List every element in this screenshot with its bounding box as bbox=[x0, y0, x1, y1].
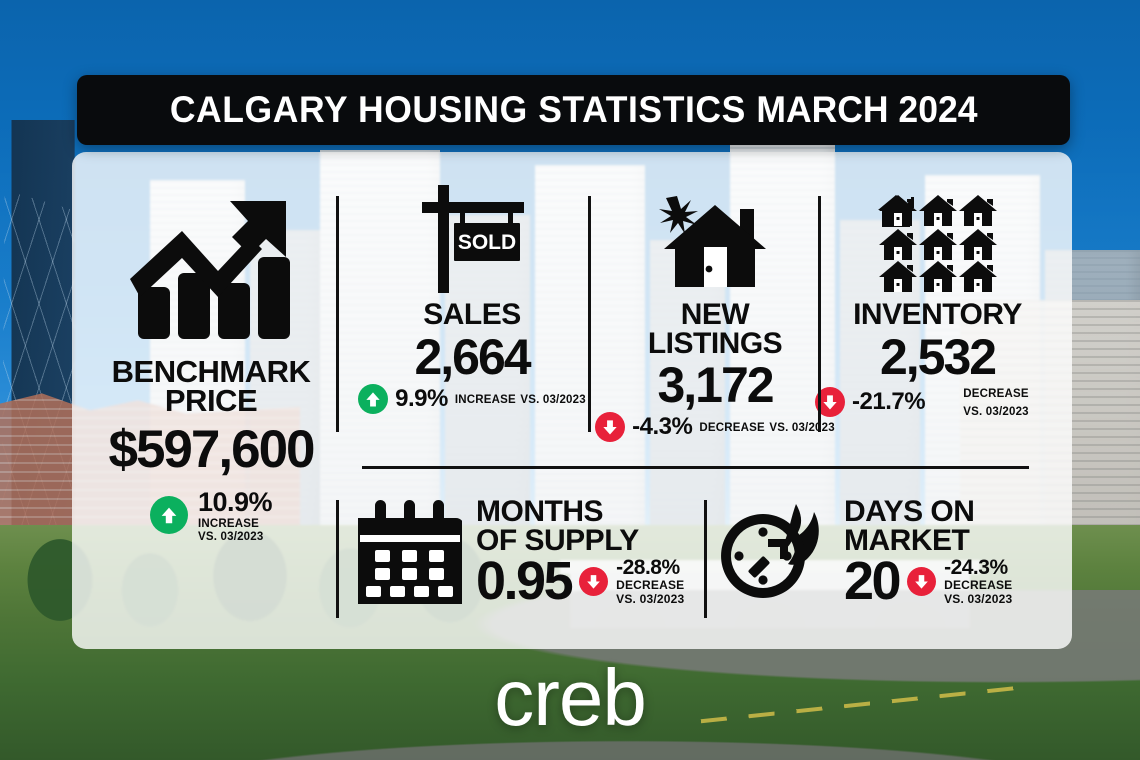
title-month: MARCH 2024 bbox=[756, 89, 978, 130]
arrow-up-icon bbox=[358, 383, 389, 414]
benchmark-change: 10.9% INCREASE VS. 03/2023 bbox=[85, 487, 337, 544]
divider-vertical-3 bbox=[818, 196, 821, 432]
dom-pct: -24.3% bbox=[944, 556, 1008, 580]
arrow-down-icon bbox=[907, 567, 937, 597]
creb-wordmark: creb bbox=[494, 653, 647, 742]
supply-value: 0.95 bbox=[476, 551, 574, 611]
sales-label: SALES bbox=[423, 298, 521, 331]
houses-grid-icon bbox=[815, 185, 1060, 293]
inventory-pct: -21.7% bbox=[852, 387, 926, 415]
supply-label-line2: OF SUPPLY bbox=[476, 523, 639, 557]
sales-pct: 9.9% bbox=[395, 384, 448, 412]
supply-value-row: 0.95 -28.8% DECREASE VS. 03/2023 bbox=[476, 551, 684, 611]
listings-pct: -4.3% bbox=[632, 413, 693, 440]
dom-text: DAYS ON MARKET 20 -24.3% DECREASE VS. 03… bbox=[844, 495, 1012, 611]
dom-label: DAYS ON MARKET bbox=[844, 495, 1012, 557]
benchmark-compare: VS. 03/2023 bbox=[197, 530, 264, 543]
title-bar: CALGARY HOUSING STATISTICS MARCH 2024 bbox=[77, 75, 1070, 145]
arrow-up-icon bbox=[149, 496, 188, 534]
stat-days-on-market: DAYS ON MARKET 20 -24.3% DECREASE VS. 03… bbox=[718, 495, 1012, 611]
listings-compare: VS. 03/2023 bbox=[769, 422, 835, 434]
inventory-change: -21.7% DECREASE VS. 03/2023 bbox=[815, 384, 1060, 420]
supply-text: MONTHS OF SUPPLY 0.95 -28.8% DECREASE VS… bbox=[476, 495, 684, 611]
dom-label-line1: DAYS ON bbox=[844, 495, 975, 528]
inventory-value: 2,532 bbox=[879, 328, 997, 385]
benchmark-label-line2: PRICE bbox=[164, 383, 258, 419]
benchmark-change-group: 10.9% INCREASE VS. 03/2023 bbox=[197, 486, 273, 544]
listings-label-line1: NEW bbox=[680, 298, 750, 331]
listings-label-line2: LISTINGS bbox=[647, 326, 783, 360]
dom-value: 20 bbox=[844, 551, 902, 611]
benchmark-value: $597,600 bbox=[108, 419, 315, 479]
sales-change: 9.9% INCREASE VS. 03/2023 bbox=[347, 383, 597, 414]
sales-change-words: INCREASE VS. 03/2023 bbox=[455, 390, 586, 408]
listings-label: NEW LISTINGS bbox=[590, 298, 840, 360]
supply-label-line1: MONTHS bbox=[476, 495, 604, 528]
clock-flame-icon bbox=[718, 500, 830, 604]
sales-compare: VS. 03/2023 bbox=[520, 393, 586, 406]
creb-logo: creb® bbox=[0, 658, 1140, 738]
title-main: CALGARY HOUSING STATISTICS bbox=[169, 89, 746, 130]
stat-months-of-supply: MONTHS OF SUPPLY 0.95 -28.8% DECREASE VS… bbox=[358, 495, 684, 611]
supply-change: -28.8% DECREASE VS. 03/2023 bbox=[616, 557, 684, 606]
supply-direction: DECREASE bbox=[616, 578, 685, 593]
sold-sign-text: SOLD bbox=[458, 231, 516, 254]
inventory-compare: VS. 03/2023 bbox=[963, 405, 1029, 418]
dom-value-row: 20 -24.3% DECREASE VS. 03/2023 bbox=[844, 551, 1012, 611]
arrow-down-icon bbox=[595, 412, 626, 442]
sales-value: 2,664 bbox=[414, 328, 531, 385]
listings-direction: DECREASE bbox=[699, 422, 765, 434]
dom-direction: DECREASE bbox=[944, 578, 1013, 593]
listings-value: 3,172 bbox=[657, 357, 774, 413]
divider-vertical-5 bbox=[704, 500, 707, 618]
inventory-label: INVENTORY bbox=[853, 298, 1022, 331]
growth-chart-icon bbox=[85, 185, 337, 355]
dom-compare: VS. 03/2023 bbox=[944, 591, 1013, 606]
stat-benchmark-price: BENCHMARK PRICE $597,600 10.9% INCREASE … bbox=[85, 185, 337, 543]
divider-vertical-4 bbox=[336, 500, 339, 618]
sales-direction: INCREASE bbox=[454, 393, 516, 406]
supply-label: MONTHS OF SUPPLY bbox=[476, 495, 684, 557]
inventory-direction: DECREASE bbox=[963, 387, 1029, 400]
inventory-change-words: DECREASE VS. 03/2023 bbox=[932, 384, 1060, 420]
stat-new-listings: NEW LISTINGS 3,172 -4.3% DECREASE VS. 03… bbox=[590, 185, 840, 442]
benchmark-pct: 10.9% bbox=[197, 486, 273, 517]
benchmark-direction: INCREASE bbox=[197, 517, 259, 530]
dom-label-line2: MARKET bbox=[844, 523, 970, 557]
listings-change: -4.3% DECREASE VS. 03/2023 bbox=[590, 412, 840, 442]
listings-change-words: DECREASE VS. 03/2023 bbox=[699, 418, 834, 436]
calendar-icon bbox=[358, 500, 462, 605]
new-house-sparkle-icon bbox=[590, 185, 840, 293]
dom-change: -24.3% DECREASE VS. 03/2023 bbox=[944, 557, 1012, 606]
arrow-down-icon bbox=[579, 567, 609, 597]
supply-compare: VS. 03/2023 bbox=[616, 591, 685, 606]
stat-sales: SOLD SALES 2,664 9.9% INCREASE VS. 03/20… bbox=[347, 185, 597, 414]
benchmark-label-line1: BENCHMARK bbox=[111, 354, 311, 389]
stat-inventory: INVENTORY 2,532 -21.7% DECREASE VS. 03/2… bbox=[815, 185, 1060, 420]
divider-horizontal bbox=[362, 466, 1029, 469]
stat-label: BENCHMARK PRICE bbox=[85, 354, 337, 419]
divider-vertical-2 bbox=[588, 196, 591, 432]
page-title: CALGARY HOUSING STATISTICS MARCH 2024 bbox=[170, 89, 978, 131]
divider-vertical-1 bbox=[336, 196, 339, 432]
supply-pct: -28.8% bbox=[616, 556, 680, 580]
sold-sign-icon: SOLD bbox=[347, 185, 597, 293]
